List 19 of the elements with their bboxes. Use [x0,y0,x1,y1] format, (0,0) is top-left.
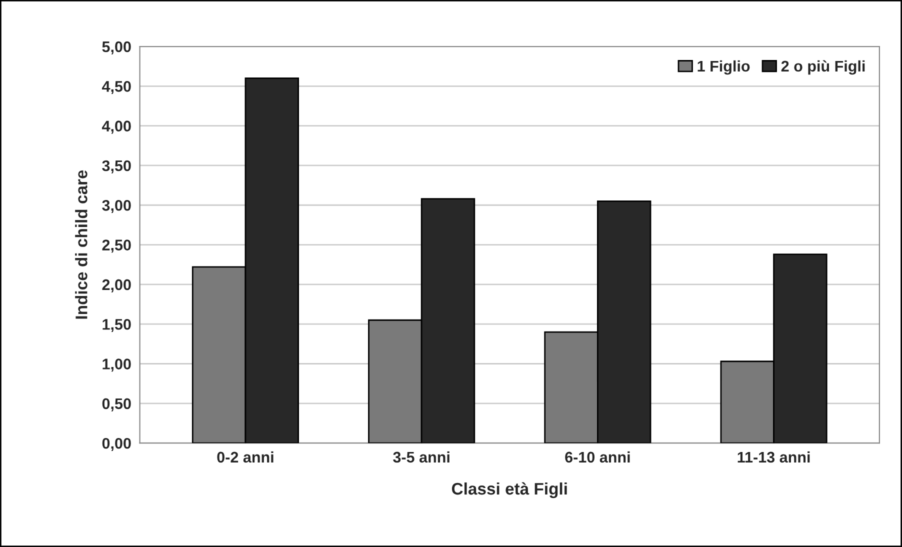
y-tick-label: 1,00 [102,358,131,372]
x-tick-label: 6-10 anni [565,451,630,463]
x-axis-title: Classi età Figli [452,482,567,498]
y-tick-label: 0,50 [102,398,131,412]
y-tick-label: 4,00 [102,120,131,134]
legend-label: 1 Figlio [698,60,750,75]
y-tick-label: 5,00 [102,41,131,54]
y-tick-label: 3,50 [102,160,131,174]
y-axis-title: Indice di child care [75,170,88,319]
x-tick-label: 0-2 anni [217,451,274,463]
y-tick-label: 2,00 [102,279,131,292]
y-tick-label: 1,50 [102,318,131,332]
y-tick-label: 3,00 [102,200,131,214]
legend-label: 2 o più Figli [781,60,865,75]
y-tick-label: 0,00 [102,438,131,451]
y-tick-label: 2,50 [102,240,131,253]
x-tick-label: 11-13 anni [738,451,810,463]
x-tick-label: 3-5 anni [393,451,450,463]
y-tick-label: 4,50 [102,81,131,94]
